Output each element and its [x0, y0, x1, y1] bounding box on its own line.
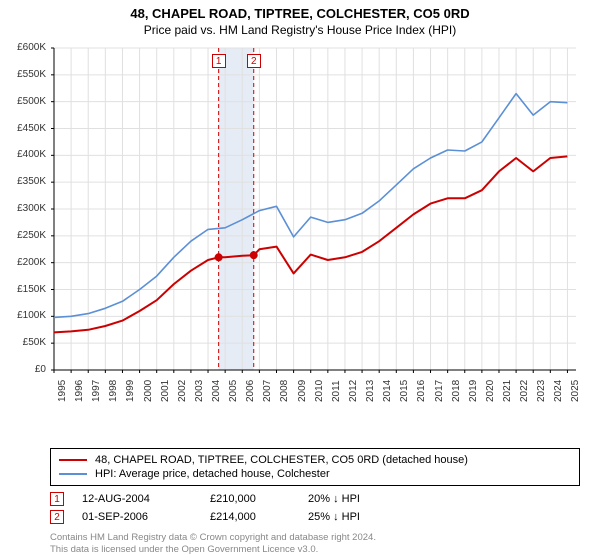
- y-tick-label: £300K: [0, 203, 46, 214]
- x-tick-label: 2011: [331, 380, 342, 402]
- y-tick-label: £0: [0, 364, 46, 375]
- x-tick-label: 1997: [91, 380, 102, 402]
- x-tick-label: 1995: [57, 380, 68, 402]
- x-tick-label: 2010: [314, 380, 325, 402]
- title-subtitle: Price paid vs. HM Land Registry's House …: [0, 23, 600, 37]
- y-tick-label: £150K: [0, 284, 46, 295]
- transaction-date: 12-AUG-2004: [82, 493, 192, 505]
- x-tick-label: 2008: [279, 380, 290, 402]
- x-tick-label: 2020: [485, 380, 496, 402]
- x-tick-label: 2024: [553, 380, 564, 402]
- x-tick-label: 2002: [177, 380, 188, 402]
- x-tick-label: 2009: [297, 380, 308, 402]
- x-tick-label: 2004: [211, 380, 222, 402]
- x-tick-label: 1996: [74, 380, 85, 402]
- legend-swatch: [59, 473, 87, 475]
- x-tick-label: 1998: [108, 380, 119, 402]
- titles: 48, CHAPEL ROAD, TIPTREE, COLCHESTER, CO…: [0, 0, 600, 37]
- transaction-pct: 20% ↓ HPI: [308, 493, 408, 505]
- transaction-price: £210,000: [210, 493, 290, 505]
- y-tick-label: £500K: [0, 96, 46, 107]
- transaction-date: 01-SEP-2006: [82, 511, 192, 523]
- x-tick-label: 2003: [194, 380, 205, 402]
- x-tick-label: 2012: [348, 380, 359, 402]
- x-tick-label: 2007: [262, 380, 273, 402]
- sale-marker-label: 2: [247, 54, 261, 68]
- y-tick-label: £550K: [0, 69, 46, 80]
- chart-container: 48, CHAPEL ROAD, TIPTREE, COLCHESTER, CO…: [0, 0, 600, 560]
- x-tick-label: 2006: [245, 380, 256, 402]
- y-tick-label: £200K: [0, 257, 46, 268]
- y-tick-label: £250K: [0, 230, 46, 241]
- transaction-row: 2 01-SEP-2006 £214,000 25% ↓ HPI: [50, 508, 580, 526]
- transactions-table: 1 12-AUG-2004 £210,000 20% ↓ HPI 2 01-SE…: [50, 490, 580, 526]
- x-tick-label: 2014: [382, 380, 393, 402]
- y-tick-label: £50K: [0, 337, 46, 348]
- x-tick-label: 2016: [416, 380, 427, 402]
- x-tick-label: 2022: [519, 380, 530, 402]
- x-tick-label: 2000: [143, 380, 154, 402]
- x-tick-label: 2013: [365, 380, 376, 402]
- legend-box: 48, CHAPEL ROAD, TIPTREE, COLCHESTER, CO…: [50, 448, 580, 486]
- sale-marker-label: 1: [212, 54, 226, 68]
- y-tick-label: £350K: [0, 176, 46, 187]
- x-tick-label: 2017: [434, 380, 445, 402]
- x-tick-label: 2025: [570, 380, 581, 402]
- transaction-marker: 1: [50, 492, 64, 506]
- y-tick-label: £400K: [0, 149, 46, 160]
- y-tick-label: £450K: [0, 123, 46, 134]
- legend-row: 48, CHAPEL ROAD, TIPTREE, COLCHESTER, CO…: [59, 453, 571, 467]
- x-tick-label: 2023: [536, 380, 547, 402]
- transaction-row: 1 12-AUG-2004 £210,000 20% ↓ HPI: [50, 490, 580, 508]
- chart-svg: [50, 44, 580, 404]
- footer: Contains HM Land Registry data © Crown c…: [50, 532, 580, 556]
- legend-label: HPI: Average price, detached house, Colc…: [95, 468, 330, 480]
- x-tick-label: 2018: [451, 380, 462, 402]
- title-address: 48, CHAPEL ROAD, TIPTREE, COLCHESTER, CO…: [0, 6, 600, 21]
- y-tick-label: £600K: [0, 42, 46, 53]
- footer-line: This data is licensed under the Open Gov…: [50, 544, 580, 556]
- transaction-marker: 2: [50, 510, 64, 524]
- x-tick-label: 2021: [502, 380, 513, 402]
- x-tick-label: 2019: [468, 380, 479, 402]
- legend-row: HPI: Average price, detached house, Colc…: [59, 467, 571, 481]
- chart-area: £0£50K£100K£150K£200K£250K£300K£350K£400…: [50, 44, 580, 404]
- legend-swatch: [59, 459, 87, 461]
- transaction-price: £214,000: [210, 511, 290, 523]
- x-tick-label: 2015: [399, 380, 410, 402]
- x-tick-label: 2005: [228, 380, 239, 402]
- x-tick-label: 2001: [160, 380, 171, 402]
- legend-label: 48, CHAPEL ROAD, TIPTREE, COLCHESTER, CO…: [95, 454, 468, 466]
- x-tick-label: 1999: [125, 380, 136, 402]
- y-tick-label: £100K: [0, 310, 46, 321]
- footer-line: Contains HM Land Registry data © Crown c…: [50, 532, 580, 544]
- transaction-pct: 25% ↓ HPI: [308, 511, 408, 523]
